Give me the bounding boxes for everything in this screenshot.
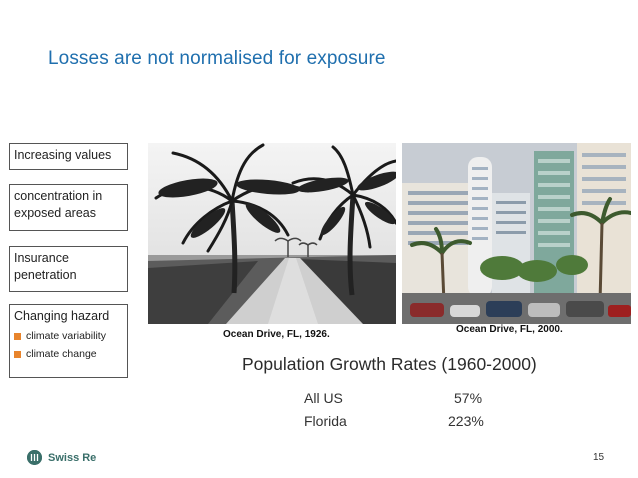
orange-square-bullet-icon: [14, 350, 21, 358]
population-row-label-all-us: All US: [304, 390, 343, 406]
population-row-value-florida: 223%: [448, 413, 484, 429]
factor-label: Insurance penetration: [14, 251, 77, 282]
swiss-re-logo-icon: [27, 450, 42, 465]
factor-box-concentration: concentration in exposed areas: [9, 184, 128, 231]
palm-road-photo-1926: [148, 143, 396, 324]
factor-box-increasing-values: Increasing values: [9, 143, 128, 170]
logo-text: Swiss Re: [48, 451, 97, 464]
population-row-value-all-us: 57%: [454, 390, 483, 406]
factor-label: Increasing values: [14, 148, 112, 162]
population-heading: Population Growth Rates (1960-2000): [242, 354, 537, 374]
city-street-photo-2000: [402, 143, 631, 324]
swiss-re-logo: Swiss Re: [27, 450, 96, 465]
sub-item-climate-change: climate change: [14, 347, 123, 361]
factor-label: Changing hazard: [14, 309, 110, 323]
population-row-label-florida: Florida: [304, 413, 347, 429]
page-number: 15: [593, 452, 605, 463]
sub-item-climate-variability: climate variability: [14, 329, 123, 343]
sub-item-label: climate variability: [26, 330, 106, 342]
slide-title: Losses are not normalised for exposure: [48, 48, 386, 69]
photo-caption-2000: Ocean Drive, FL, 2000.: [456, 324, 563, 335]
factor-label: concentration in exposed areas: [14, 189, 103, 220]
orange-square-bullet-icon: [14, 332, 21, 340]
factor-box-changing-hazard: Changing hazard climate variability clim…: [9, 304, 128, 378]
photo-caption-1926: Ocean Drive, FL, 1926.: [223, 329, 330, 340]
sub-item-label: climate change: [26, 348, 97, 360]
factor-box-insurance-penetration: Insurance penetration: [9, 246, 128, 292]
